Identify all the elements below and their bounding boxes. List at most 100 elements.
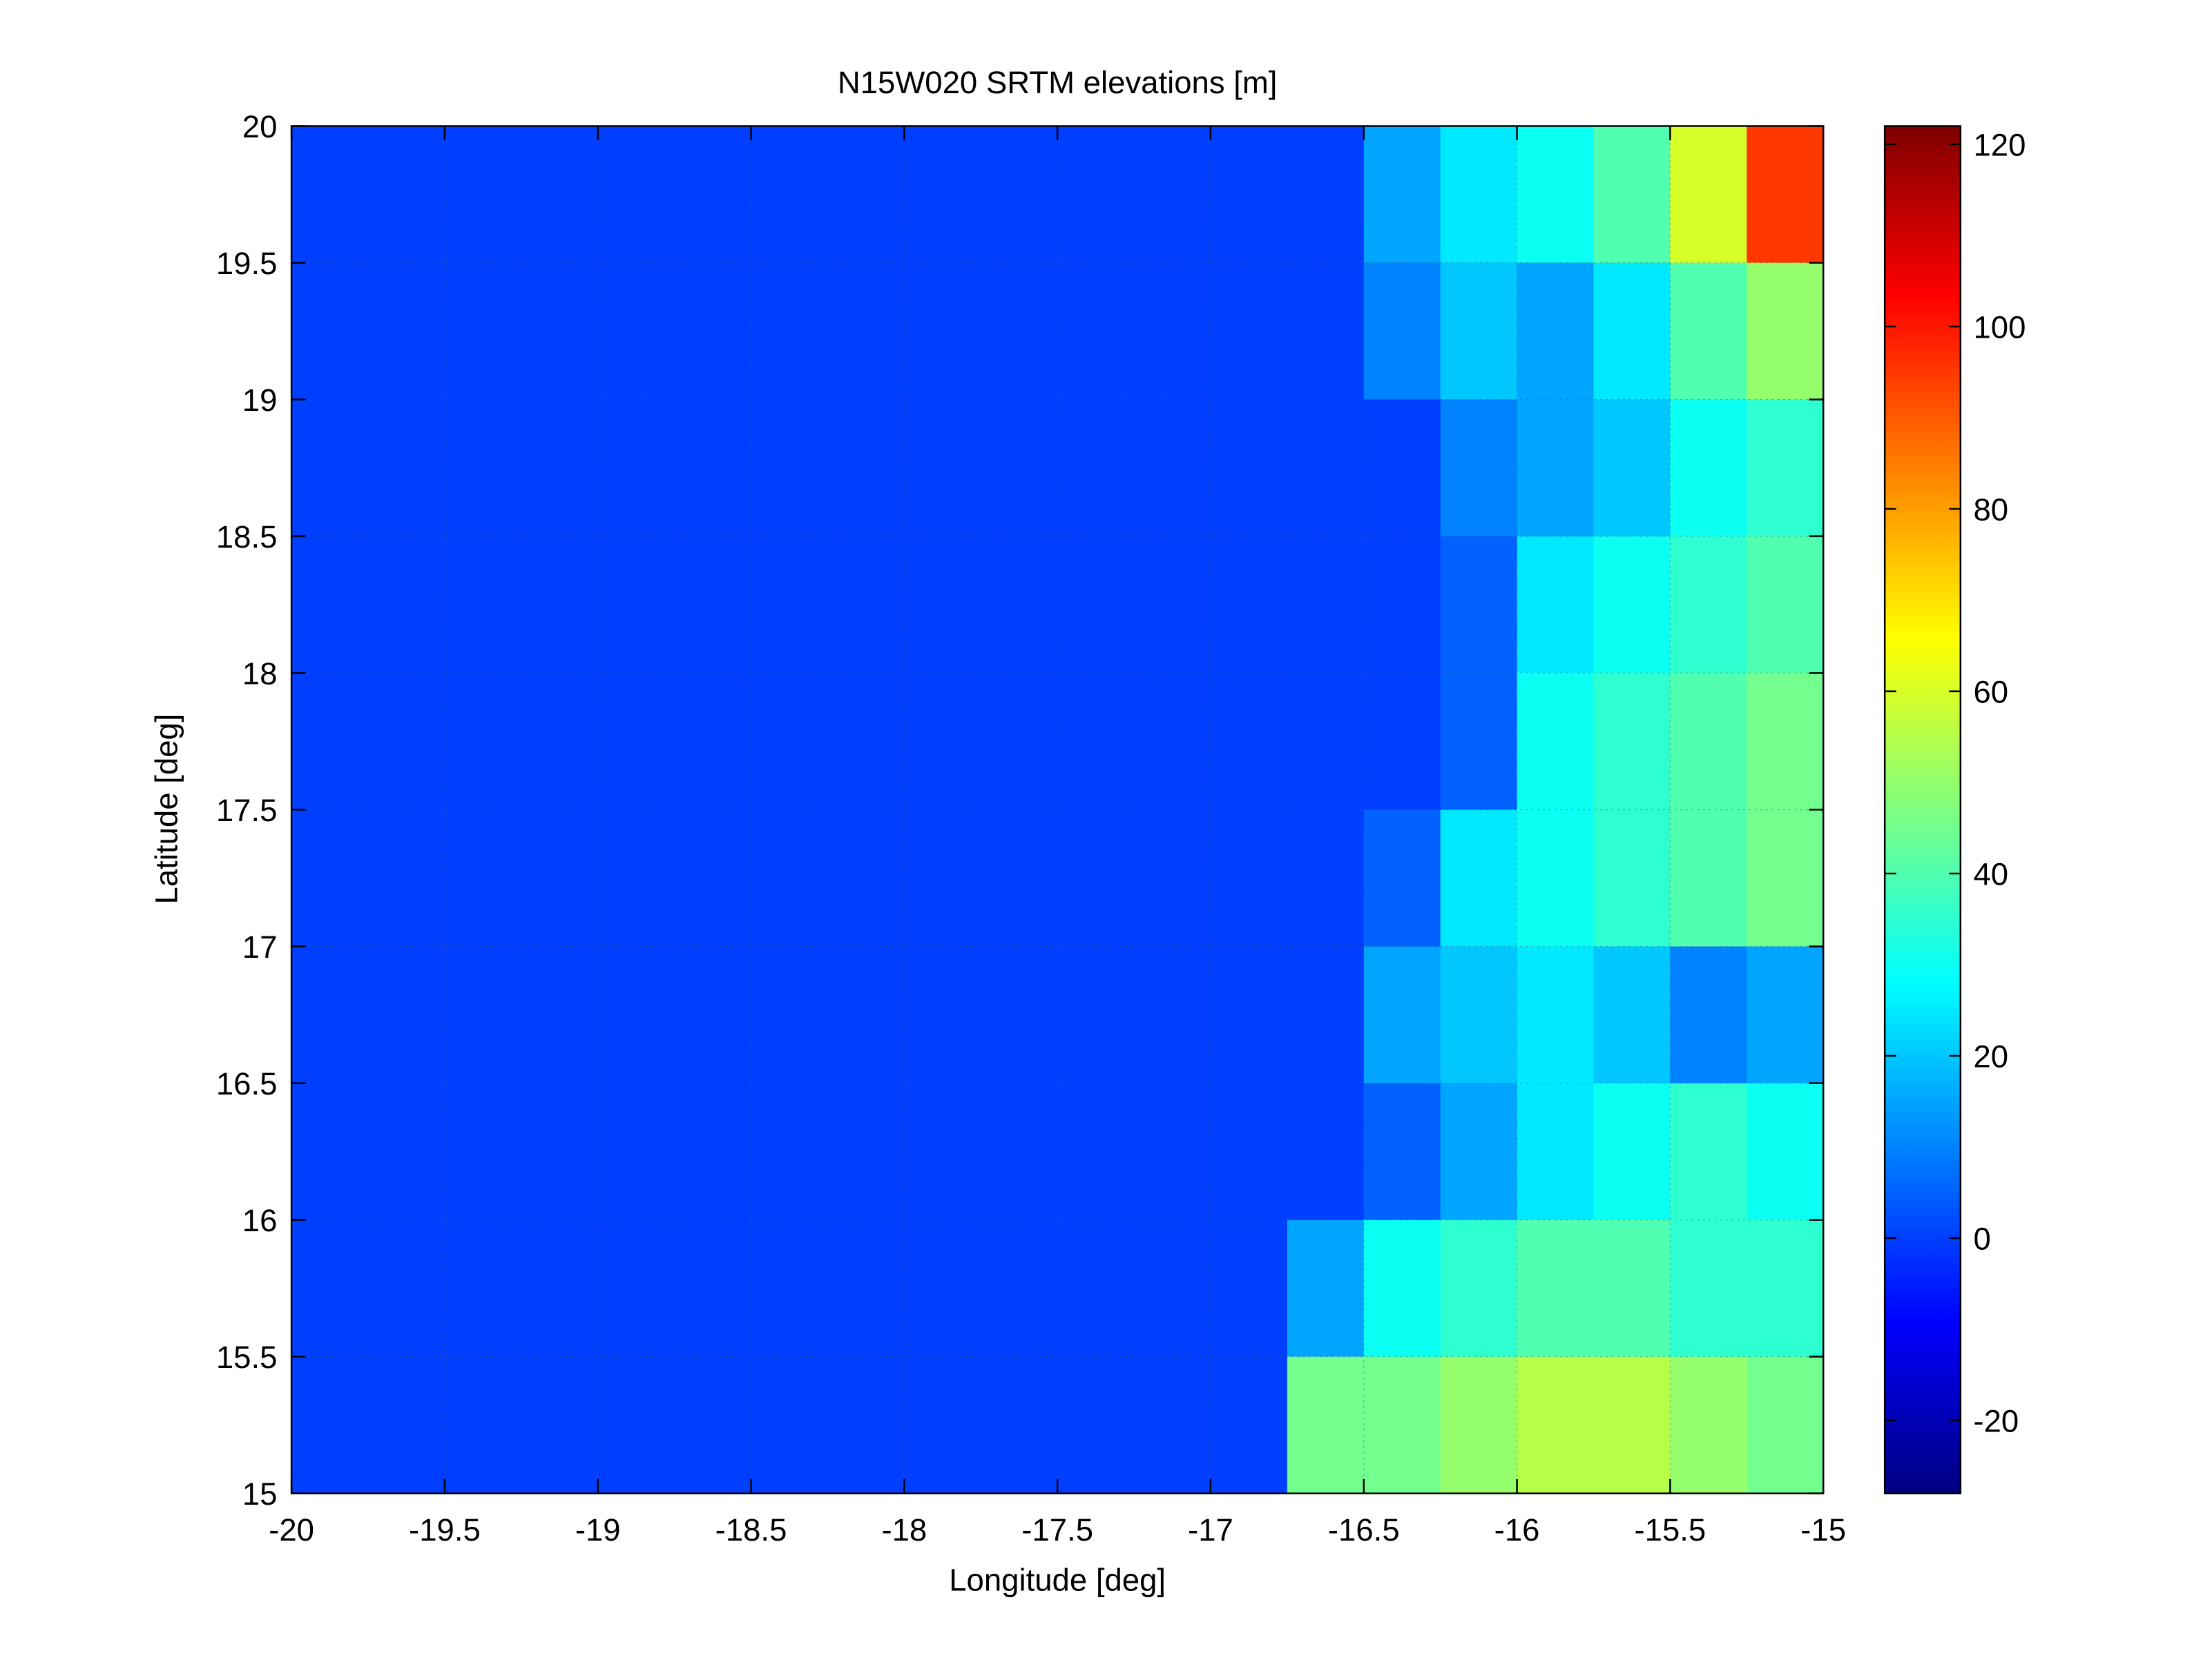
heatmap-cell <box>1670 946 1748 1084</box>
heatmap-cell <box>597 1083 675 1221</box>
heatmap-cell <box>981 1220 1059 1358</box>
y-tick-label: 18.5 <box>216 519 278 555</box>
heatmap-cell <box>1593 809 1671 947</box>
heatmap-cell <box>827 399 905 537</box>
heatmap-cell <box>751 536 829 674</box>
heatmap-cell <box>1440 1083 1518 1221</box>
heatmap-cell <box>1134 1083 1212 1221</box>
heatmap-cell <box>597 673 675 811</box>
heatmap-cell <box>291 1220 369 1358</box>
heatmap-cell <box>1517 1083 1595 1221</box>
heatmap-cell <box>1670 1220 1748 1358</box>
heatmap-cell <box>1134 1356 1212 1494</box>
heatmap-cell <box>1440 126 1518 264</box>
x-tick-label: -15.5 <box>1635 1512 1706 1548</box>
x-tick-label: -17.5 <box>1021 1512 1093 1548</box>
colorbar-tick-label: 80 <box>1973 492 2008 527</box>
heatmap-cell <box>1517 399 1595 537</box>
heatmap-cell <box>597 262 675 401</box>
heatmap-cell <box>981 1083 1059 1221</box>
colorbar-tick-label: 20 <box>1973 1039 2008 1074</box>
heatmap-cell <box>521 536 599 674</box>
heatmap-cell <box>1593 1356 1671 1494</box>
heatmap-cell <box>521 126 599 264</box>
heatmap-cell <box>1440 673 1518 811</box>
heatmap-cell <box>827 126 905 264</box>
heatmap-cell <box>904 946 982 1084</box>
heatmap-cell <box>1517 1356 1595 1494</box>
heatmap-cell <box>1287 399 1365 537</box>
heatmap-cell <box>904 673 982 811</box>
heatmap-cell <box>981 946 1059 1084</box>
y-tick-label: 17.5 <box>216 793 278 828</box>
heatmap-cell <box>1440 1220 1518 1358</box>
heatmap-cell <box>1747 262 1825 401</box>
heatmap-cell <box>1210 673 1289 811</box>
heatmap-cell <box>827 262 905 401</box>
y-tick-label: 19 <box>242 383 278 418</box>
heatmap-cell <box>674 536 752 674</box>
heatmap-cell <box>368 399 446 537</box>
heatmap-cell <box>1363 946 1441 1084</box>
heatmap-cell <box>1210 399 1289 537</box>
heatmap-cell <box>827 1083 905 1221</box>
heatmap-cell <box>1057 126 1135 264</box>
heatmap-cell <box>674 673 752 811</box>
heatmap-cell <box>904 1356 982 1494</box>
heatmap-cell <box>1363 1356 1441 1494</box>
heatmap-cell <box>1134 1220 1212 1358</box>
heatmap-cell <box>751 1356 829 1494</box>
y-tick-label: 17 <box>242 929 278 965</box>
heatmap-cell <box>1670 1083 1748 1221</box>
colorbar <box>1883 125 1962 1494</box>
heatmap-cell <box>674 399 752 537</box>
heatmap-cell <box>1287 1356 1365 1494</box>
heatmap-cell <box>1134 262 1212 401</box>
heatmap-cell <box>1363 262 1441 401</box>
x-tick-label: -17 <box>1188 1512 1233 1548</box>
heatmap-cell <box>444 536 523 674</box>
heatmap-cell <box>291 126 369 264</box>
heatmap-cell <box>827 1220 905 1358</box>
heatmap-cell <box>368 673 446 811</box>
heatmap-cell <box>981 536 1059 674</box>
x-tick-label: -16 <box>1494 1512 1540 1548</box>
heatmap-cell <box>1440 262 1518 401</box>
heatmap-cell <box>368 946 446 1084</box>
heatmap-cell <box>1747 399 1825 537</box>
colorbar-tick-label: 0 <box>1973 1222 1990 1257</box>
colorbar-tick-label: -20 <box>1973 1404 2019 1439</box>
heatmap-cell <box>291 809 369 947</box>
heatmap-cell <box>1057 262 1135 401</box>
heatmap-cell <box>1517 946 1595 1084</box>
heatmap-cell <box>521 1220 599 1358</box>
heatmap-cell <box>904 1083 982 1221</box>
x-tick-label: -15 <box>1800 1512 1846 1548</box>
heatmap-cell <box>291 673 369 811</box>
heatmap-cell <box>1210 1220 1289 1358</box>
y-axis-label: Latitude [deg] <box>149 714 184 905</box>
heatmap-cell <box>521 1083 599 1221</box>
heatmap-cell <box>904 536 982 674</box>
heatmap-cell <box>1134 126 1212 264</box>
heatmap-cell <box>1134 809 1212 947</box>
heatmap-cell <box>1287 1220 1365 1358</box>
heatmap-cell <box>1747 536 1825 674</box>
heatmap-cell <box>981 809 1059 947</box>
heatmap-cell <box>1210 1083 1289 1221</box>
heatmap-cell <box>291 1083 369 1221</box>
heatmap-cell <box>1517 262 1595 401</box>
heatmap-cell <box>1747 1220 1825 1358</box>
heatmap-cell <box>1363 399 1441 537</box>
heatmap-cell <box>1670 262 1748 401</box>
y-tick-label: 15.5 <box>216 1340 278 1375</box>
heatmap-cell <box>521 946 599 1084</box>
x-axis-label: Longitude [deg] <box>949 1562 1166 1597</box>
heatmap-cell <box>444 126 523 264</box>
heatmap-cell <box>981 1356 1059 1494</box>
heatmap-cell <box>1517 809 1595 947</box>
heatmap-cell <box>1747 673 1825 811</box>
x-tick-label: -18 <box>881 1512 927 1548</box>
heatmap-cell <box>827 809 905 947</box>
